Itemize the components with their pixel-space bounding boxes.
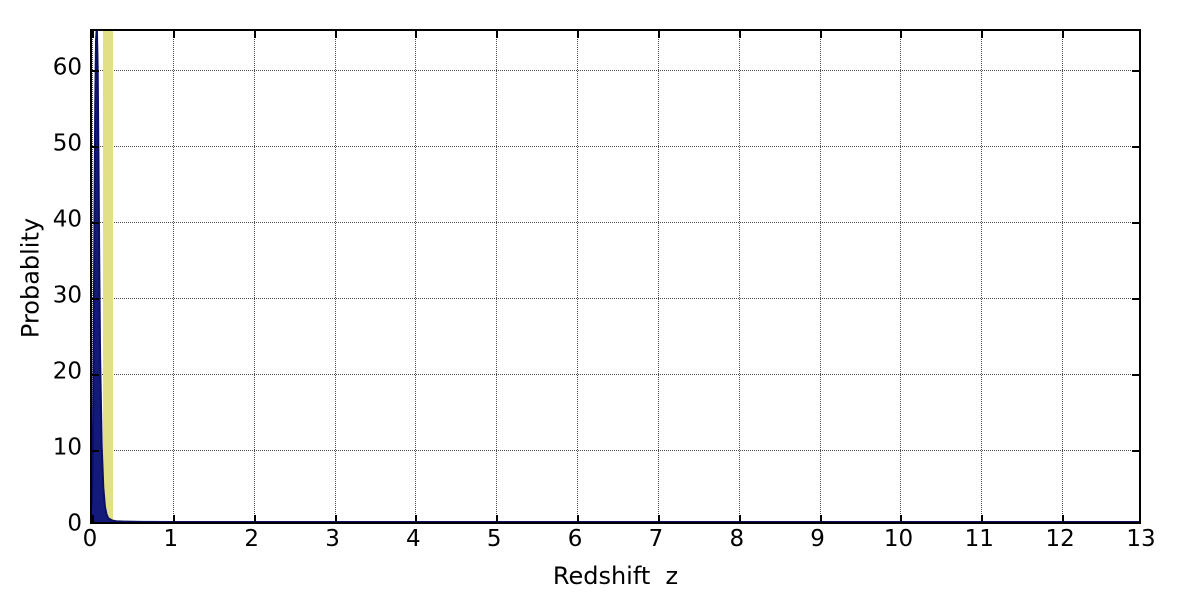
- tick-mark-x-top: [819, 515, 822, 522]
- redshift-estimate-band: [102, 31, 113, 522]
- tick-mark-y-right: [1132, 70, 1139, 73]
- tick-mark-x: [1062, 31, 1065, 38]
- tick-mark-y-right: [1132, 298, 1139, 301]
- tick-mark-x-top: [577, 515, 580, 522]
- tick-mark-y: [92, 70, 99, 73]
- y-axis-label: Probablity: [16, 217, 45, 339]
- tick-mark-x-top: [415, 515, 418, 522]
- x-tick-label: 8: [729, 526, 745, 552]
- tick-mark-x-top: [657, 515, 660, 522]
- tick-mark-x: [577, 31, 580, 38]
- tick-mark-x: [657, 31, 660, 38]
- tick-mark-y: [92, 450, 99, 453]
- gridline-vertical: [819, 31, 821, 522]
- tick-mark-x: [334, 31, 337, 38]
- tick-mark-y-right: [1132, 146, 1139, 149]
- tick-mark-x-top: [92, 515, 94, 522]
- x-tick-label: 12: [1045, 526, 1075, 552]
- y-tick-label: 60: [52, 54, 82, 81]
- tick-mark-x: [900, 31, 903, 38]
- x-tick-label: 9: [810, 526, 825, 552]
- gridline-vertical: [981, 31, 983, 522]
- tick-mark-y: [92, 374, 99, 377]
- tick-mark-y: [92, 146, 99, 149]
- tick-mark-y: [92, 298, 99, 301]
- tick-mark-x: [496, 31, 499, 38]
- tick-mark-y-right: [1132, 222, 1139, 225]
- gridline-vertical: [172, 31, 174, 522]
- gridline-horizontal: [92, 146, 1139, 148]
- tick-mark-x-top: [253, 515, 256, 522]
- y-tick-label: 50: [52, 130, 82, 157]
- gridline-horizontal: [92, 298, 1139, 300]
- tick-mark-y-right: [1132, 450, 1139, 453]
- tick-mark-x-top: [738, 515, 741, 522]
- gridline-horizontal: [92, 222, 1139, 224]
- tick-mark-y-right: [1132, 374, 1139, 377]
- gridline-vertical: [415, 31, 417, 522]
- x-tick-label: 5: [486, 526, 502, 552]
- y-tick-label: 40: [52, 206, 82, 233]
- gridline-vertical: [92, 31, 93, 522]
- gridline-horizontal: [92, 374, 1139, 376]
- y-tick-label: 0: [67, 510, 82, 537]
- tick-mark-x: [92, 31, 94, 38]
- gridline-horizontal: [92, 70, 1139, 72]
- tick-mark-x-top: [496, 515, 499, 522]
- tick-mark-x: [253, 31, 256, 38]
- y-tick-label: 20: [52, 358, 82, 385]
- tick-mark-y: [92, 222, 99, 225]
- tick-mark-x: [819, 31, 822, 38]
- x-tick-label: 7: [648, 526, 664, 552]
- gridline-vertical: [900, 31, 902, 522]
- gridline-vertical: [334, 31, 336, 522]
- gridline-vertical: [738, 31, 740, 522]
- plot-area: [90, 29, 1141, 524]
- y-tick-label: 30: [52, 282, 82, 309]
- x-tick-label: 10: [883, 526, 914, 552]
- tick-mark-x-top: [172, 515, 175, 522]
- x-tick-label: 6: [567, 526, 583, 552]
- x-tick-label: 2: [244, 526, 260, 552]
- gridline-horizontal: [92, 450, 1139, 452]
- tick-mark-x: [172, 31, 175, 38]
- x-axis-label: Redshift z: [552, 562, 679, 590]
- gridline-vertical: [577, 31, 579, 522]
- series-redshift-pdf: [92, 31, 1139, 522]
- tick-mark-x-top: [334, 515, 337, 522]
- y-tick-label: 10: [52, 434, 82, 461]
- gridline-vertical: [253, 31, 255, 522]
- tick-mark-x: [981, 31, 984, 38]
- tick-mark-x-top: [1062, 515, 1065, 522]
- tick-mark-x-top: [900, 515, 903, 522]
- series-fill: [92, 31, 1139, 522]
- x-tick-label: 4: [406, 526, 421, 552]
- gridline-vertical: [657, 31, 659, 522]
- tick-mark-x: [415, 31, 418, 38]
- x-tick-label: 0: [82, 526, 98, 552]
- x-tick-label: 3: [325, 526, 340, 552]
- gridline-vertical: [496, 31, 498, 522]
- x-tick-label: 1: [163, 526, 179, 552]
- x-tick-label: 11: [964, 526, 994, 552]
- tick-mark-x-top: [981, 515, 984, 522]
- gridline-vertical: [1062, 31, 1064, 522]
- series-line: [92, 31, 1139, 522]
- tick-mark-x: [738, 31, 741, 38]
- x-tick-label: 13: [1126, 526, 1156, 552]
